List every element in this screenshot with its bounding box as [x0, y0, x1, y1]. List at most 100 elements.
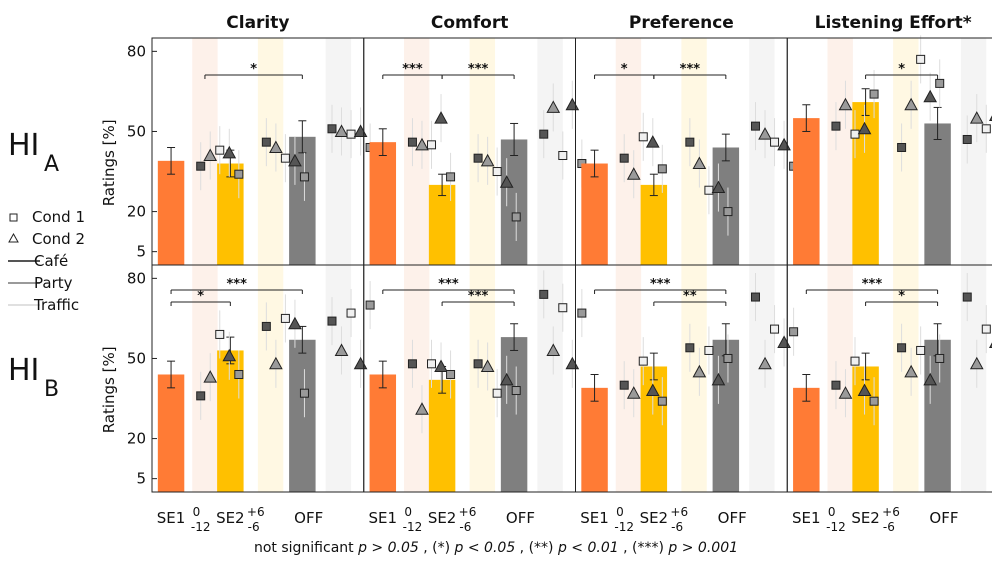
cond1-marker-2-1-4 [723, 207, 733, 217]
cond2-marker-3-0-1 [838, 97, 853, 111]
cond1-marker-3-1-0 [897, 142, 907, 152]
row-label-1: HI [8, 353, 39, 388]
bar-4-0 [157, 374, 185, 492]
cond1-marker-4-1-2 [280, 313, 290, 323]
y-tick-0-80: 80 [127, 42, 146, 60]
cond2-marker-4-2-3 [353, 356, 368, 370]
legend-square-icon [9, 213, 18, 222]
bar-7-1 [852, 366, 879, 492]
cond1-marker-4-0-2 [215, 329, 225, 339]
cond1-marker-2-2-2 [770, 137, 780, 147]
cond1-marker-4-2-2 [346, 308, 356, 318]
bar-6-2 [712, 339, 740, 492]
x-tick-off-1: OFF [506, 509, 535, 527]
cond1-marker-6-0-2 [638, 356, 648, 366]
cond2-marker-2-1-3 [711, 180, 726, 194]
cond2-marker-7-1-1 [904, 364, 918, 378]
x-tick-pos6-0: +6 [247, 505, 265, 519]
x-tick-neg12-1: -12 [403, 520, 423, 534]
cond2-marker-5-1-3 [499, 372, 514, 386]
cond2-marker-3-2-1 [969, 111, 984, 124]
condition-band-3-2 [960, 38, 987, 265]
cond2-marker-6-1-1 [692, 364, 707, 378]
cond1-marker-0-1-0 [261, 137, 271, 147]
condition-band-6-1 [681, 265, 707, 492]
column-title-3: Listening Effort* [815, 13, 972, 33]
condition-band-6-2 [749, 265, 775, 492]
cond1-marker-1-2-2 [558, 151, 568, 161]
cond2-marker-0-2-1 [334, 124, 349, 137]
legend-label-2: Café [34, 252, 68, 270]
x-tick-se1-3: SE1 [792, 509, 821, 527]
cond1-marker-1-2-0 [539, 129, 549, 139]
x-tick-0-1: 0 [404, 505, 412, 519]
x-tick-se1-2: SE1 [580, 509, 609, 527]
sig-stars-4-1: *** [226, 277, 247, 292]
significance-legend: not significant p > 0.05 , (*) p < 0.05 … [0, 540, 992, 556]
cond1-marker-4-2-4 [365, 300, 375, 310]
sig-stars-1-1: *** [468, 62, 489, 77]
cond2-marker-6-0-1 [626, 386, 641, 399]
cond1-marker-5-0-2 [427, 359, 437, 369]
cond1-marker-4-1-4 [299, 388, 309, 398]
sig-stars-4-0: * [197, 289, 204, 304]
cond2-marker-3-1-3 [923, 89, 938, 103]
bar-0-2 [289, 136, 316, 265]
cond2-marker-3-1-1 [904, 97, 918, 111]
bar-1-1 [428, 184, 456, 265]
bar-5-2 [500, 337, 528, 492]
bar-7-2 [924, 339, 951, 492]
cond2-marker-5-2-1 [546, 343, 561, 356]
cond2-marker-6-2-1 [758, 356, 772, 370]
cond1-marker-6-1-2 [704, 345, 714, 355]
x-tick-neg6-1: -6 [459, 520, 471, 534]
cond2-marker-1-1-1 [480, 153, 495, 167]
bar-1-2 [500, 139, 528, 265]
x-tick-0-0: 0 [193, 505, 201, 519]
x-tick-se2-1: SE2 [428, 509, 457, 527]
bar-5-1 [428, 379, 456, 492]
cond1-marker-5-2-0 [539, 289, 549, 299]
x-tick-pos6-2: +6 [670, 505, 688, 519]
cond2-marker-0-0-1 [203, 148, 218, 162]
x-tick-se2-2: SE2 [640, 509, 669, 527]
cond2-marker-5-2-3 [565, 356, 580, 370]
cond1-marker-5-2-2 [558, 303, 568, 313]
cond1-marker-1-1-2 [492, 167, 502, 177]
cond2-marker-1-0-3 [434, 111, 448, 124]
cond2-marker-1-0-1 [415, 137, 429, 151]
sig-stars-2-1: *** [680, 62, 701, 77]
cond2-marker-4-0-3 [222, 348, 237, 362]
condition-band-0-2 [325, 38, 352, 265]
x-tick-neg12-3: -12 [826, 520, 846, 534]
x-tick-off-3: OFF [929, 509, 958, 527]
cond1-marker-4-0-0 [196, 391, 206, 401]
x-tick-off-2: OFF [718, 509, 747, 527]
cond1-marker-0-2-0 [327, 124, 337, 134]
cond1-marker-0-0-4 [234, 169, 244, 179]
cond1-marker-5-1-2 [492, 388, 502, 398]
column-title-1: Comfort [431, 13, 508, 33]
legend-label-3: Party [34, 274, 73, 292]
x-tick-se2-3: SE2 [851, 509, 880, 527]
cond1-marker-6-1-4 [723, 353, 733, 363]
chart: Clarity Comfort Preference Listening Effort… [8, 13, 992, 534]
row-label-0: HI [8, 128, 39, 163]
cond1-marker-7-0-4 [869, 396, 879, 406]
y-tick-0-5: 5 [136, 243, 146, 261]
condition-band-1-1 [469, 38, 496, 265]
cond2-marker-2-1-1 [692, 156, 707, 170]
cond1-marker-2-1-0 [685, 137, 695, 147]
cond2-marker-7-0-1 [838, 386, 853, 399]
sig-stars-7-1: * [898, 289, 905, 304]
cond2-marker-4-2-1 [334, 343, 349, 356]
footnote-s2-p: p < 0.01 [557, 540, 619, 556]
cond1-marker-5-2-4 [577, 308, 587, 318]
condition-band-2-2 [749, 38, 775, 265]
legend-label-4: Traffic [33, 296, 79, 314]
bar-2-0 [581, 163, 608, 265]
cond2-marker-1-2-1 [546, 100, 561, 113]
x-tick-0-2: 0 [616, 505, 624, 519]
cond1-marker-6-2-2 [770, 324, 780, 334]
cond2-marker-4-1-3 [288, 316, 302, 330]
